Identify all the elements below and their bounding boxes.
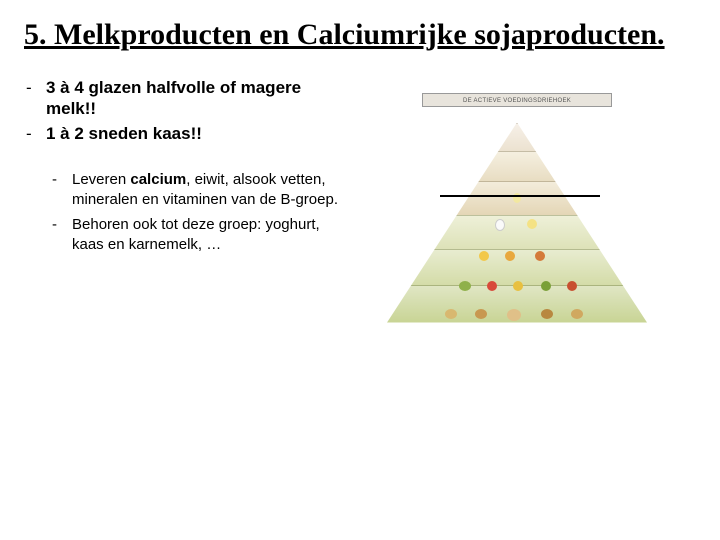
food-item-icon xyxy=(495,219,505,231)
pyramid-shape xyxy=(387,123,647,323)
main-bullet: 1 à 2 sneden kaas!! xyxy=(24,123,344,144)
pyramid-triangle xyxy=(387,123,647,323)
food-item-icon xyxy=(487,281,497,291)
image-column: DE ACTIEVE VOEDINGSDRIEHOEK xyxy=(354,77,696,347)
main-bullet-list: 3 à 4 glazen halfvolle of magere melk!! … xyxy=(24,77,344,145)
food-item-icon xyxy=(541,281,551,291)
sub-bullet: Behoren ook tot deze groep: yoghurt, kaa… xyxy=(46,215,344,254)
food-item-icon xyxy=(535,251,545,261)
sub-bullet-pre: Behoren ook tot deze groep: yoghurt, kaa… xyxy=(72,216,320,253)
food-item-icon xyxy=(567,281,577,291)
sub-bullet: Leveren calcium, eiwit, alsook vetten, m… xyxy=(46,170,344,209)
pyramid-banner: DE ACTIEVE VOEDINGSDRIEHOEK xyxy=(422,93,612,107)
pyramid-layer-4 xyxy=(387,215,647,249)
highlight-line xyxy=(440,195,600,197)
food-item-icon xyxy=(571,309,583,319)
food-item-icon xyxy=(475,309,487,319)
food-item-icon xyxy=(505,251,515,261)
sub-bullet-list: Leveren calcium, eiwit, alsook vetten, m… xyxy=(24,170,344,254)
food-item-icon xyxy=(527,219,537,229)
food-item-icon xyxy=(507,309,521,321)
text-column: 3 à 4 glazen halfvolle of magere melk!! … xyxy=(24,77,344,347)
food-item-icon xyxy=(513,281,523,291)
sub-bullet-pre: Leveren xyxy=(72,171,130,188)
slide-title: 5. Melkproducten en Calciumrijke sojapro… xyxy=(24,18,696,53)
food-pyramid-figure: DE ACTIEVE VOEDINGSDRIEHOEK xyxy=(362,87,672,347)
food-item-icon xyxy=(541,309,553,319)
content-row: 3 à 4 glazen halfvolle of magere melk!! … xyxy=(24,77,696,347)
sub-bullet-bold: calcium xyxy=(130,171,186,188)
main-bullet: 3 à 4 glazen halfvolle of magere melk!! xyxy=(24,77,344,120)
food-item-icon xyxy=(479,251,489,261)
food-item-icon xyxy=(459,281,471,291)
pyramid-layer-5 xyxy=(387,249,647,285)
food-item-icon xyxy=(445,309,457,319)
pyramid-layer-1 xyxy=(387,123,647,151)
pyramid-layer-2 xyxy=(387,151,647,181)
